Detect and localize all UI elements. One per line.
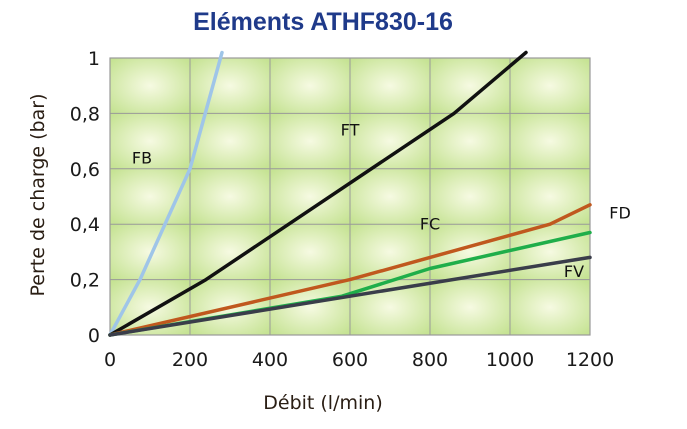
series-label-ft: FT xyxy=(341,121,360,140)
y-axis-label: Perte de charge (bar) xyxy=(27,94,49,297)
x-tick-label: 800 xyxy=(412,349,448,371)
x-tick-label: 200 xyxy=(172,349,208,371)
grid-cell xyxy=(190,168,270,225)
x-tick-label: 400 xyxy=(252,349,288,371)
series-label-fv: FV xyxy=(564,262,584,281)
series-line-fb xyxy=(108,50,224,337)
series-line-unlabeled xyxy=(108,255,592,337)
grid-cell xyxy=(350,113,430,169)
series-label-fc: FC xyxy=(420,215,440,234)
x-tick-label: 600 xyxy=(332,349,368,371)
y-axis-ticks: 0 0,2 0,4 0,6 0,8 1 xyxy=(70,48,100,347)
grid-cell xyxy=(270,224,350,280)
x-tick-label: 1200 xyxy=(566,349,614,371)
series-lines xyxy=(108,50,592,337)
grid-cell xyxy=(510,113,590,169)
y-tick-label: 1 xyxy=(88,48,100,70)
grid-cell xyxy=(270,113,350,169)
chart-title: Eléments ATHF830-16 xyxy=(193,8,453,36)
grid-cell xyxy=(270,168,350,225)
series-labels: FB FT FC FD FV xyxy=(132,121,631,281)
x-axis-ticks: 0 200 400 600 800 1000 1200 xyxy=(104,349,614,371)
grid-cell xyxy=(350,58,430,114)
y-tick-label: 0,2 xyxy=(70,270,100,292)
y-tick-label: 0,4 xyxy=(70,214,100,236)
grid-cell xyxy=(510,224,590,280)
grid-cell xyxy=(110,224,190,280)
grid-cell xyxy=(110,58,190,114)
y-tick-label: 0 xyxy=(88,325,100,347)
grid-cell xyxy=(430,168,510,225)
x-tick-label: 1000 xyxy=(486,349,534,371)
grid-cell xyxy=(350,279,430,335)
grid-cell xyxy=(190,58,270,114)
grid-cell xyxy=(510,58,590,114)
series-label-fd: FD xyxy=(609,204,631,223)
grid-cell xyxy=(190,224,270,280)
x-tick-label: 0 xyxy=(104,349,116,371)
plot-border xyxy=(109,57,591,336)
series-line-fc xyxy=(108,203,592,337)
y-tick-label: 0,8 xyxy=(70,103,100,125)
grid-cell xyxy=(510,168,590,225)
y-tick-label: 0,6 xyxy=(70,159,100,181)
grid-cell xyxy=(430,279,510,335)
grid-cell xyxy=(270,58,350,114)
grid-cell xyxy=(510,279,590,335)
plot-background xyxy=(110,58,590,335)
grid-cell xyxy=(430,58,510,114)
grid-cell xyxy=(350,224,430,280)
grid-cell xyxy=(350,168,430,225)
series-line-ft xyxy=(108,50,528,337)
grid-cell xyxy=(110,113,190,169)
series-label-fb: FB xyxy=(132,148,152,167)
x-axis-label: Débit (l/min) xyxy=(263,392,382,414)
